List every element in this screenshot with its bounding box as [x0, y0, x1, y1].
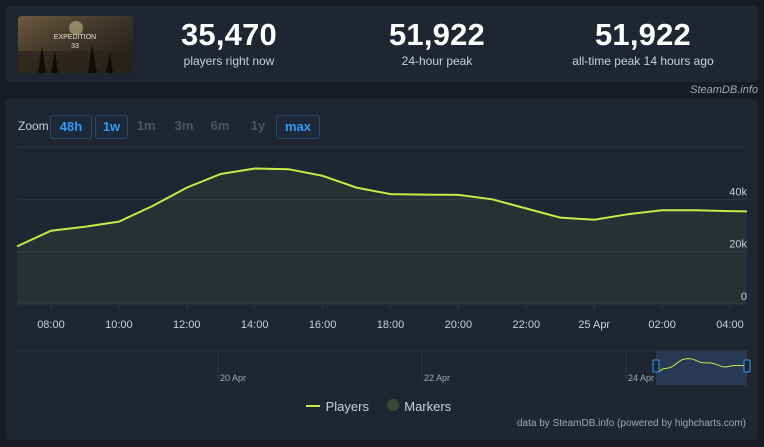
all-time-peak-stat: 51,922 all-time peak 14 hours ago [558, 17, 728, 69]
x-tick-label: 20:00 [445, 319, 473, 331]
players-line-swatch-icon [306, 405, 320, 407]
navigator-right-handle[interactable] [743, 359, 751, 373]
all-time-peak-label: all-time peak 14 hours ago [572, 54, 714, 68]
zoom-1m-button[interactable]: 1m [136, 118, 156, 133]
current-players-label: players right now [183, 54, 275, 68]
legend-item-markers[interactable]: Markers [386, 399, 452, 414]
zoom-max-button[interactable]: max [276, 115, 320, 139]
current-players-stat: 35,470 players right now [164, 17, 294, 69]
zoom-1y-button[interactable]: 1y [250, 118, 266, 133]
navigator-label: 20 Apr [220, 373, 246, 383]
legend-item-players[interactable]: Players [306, 399, 369, 414]
x-tick-label: 22:00 [513, 319, 541, 331]
game-thumbnail[interactable]: EXPEDITION 33 [18, 16, 133, 73]
markers-dot-swatch-icon [386, 399, 399, 411]
zoom-48h-button[interactable]: 48h [50, 115, 92, 139]
x-tick-label: 08:00 [37, 319, 65, 331]
zoom-3m-button[interactable]: 3m [174, 118, 194, 133]
day-peak-label: 24-hour peak [401, 54, 473, 68]
zoom-label: Zoom [18, 119, 49, 133]
x-tick-label: 16:00 [309, 319, 337, 331]
all-time-peak-value: 51,922 [594, 17, 692, 52]
x-tick-label: 04:00 [716, 319, 744, 331]
legend-markers-label: Markers [404, 399, 452, 414]
y-axis-ticks: 0 20k 40k [729, 186, 747, 303]
y-tick-label: 20k [729, 239, 747, 251]
navigator-label: 24 Apr [628, 373, 654, 383]
x-tick-label: 02:00 [648, 319, 676, 331]
current-players-value: 35,470 [180, 17, 278, 52]
day-peak-value: 51,922 [388, 17, 486, 52]
chart-panel: Zoom 48h 1w 1m 3m 6m 1y max 0 20k 40k 08:0… [6, 99, 758, 440]
chart-legend: Players Markers [306, 399, 451, 415]
x-tick-label: 25 Apr [578, 319, 610, 331]
y-tick-label: 0 [741, 291, 747, 303]
navigator-series-line [658, 358, 745, 372]
y-tick-label: 40k [729, 186, 747, 198]
navigator-left-handle[interactable] [652, 359, 660, 373]
zoom-1w-button[interactable]: 1w [95, 115, 128, 139]
players-area [17, 168, 747, 304]
svg-text:33: 33 [71, 43, 79, 50]
navigator[interactable]: 20 Apr 22 Apr 24 Apr [17, 350, 751, 385]
legend-players-label: Players [325, 399, 369, 414]
x-tick-label: 10:00 [105, 319, 133, 331]
x-axis-ticks: 08:00 10:00 12:00 14:00 16:00 18:00 20:00 22:00… [37, 304, 744, 331]
players-line[interactable] [16, 167, 748, 248]
chart-footer-credit[interactable]: data by SteamDB.info (powered by highcha… [517, 418, 746, 429]
x-tick-label: 18:00 [377, 319, 405, 331]
x-tick-label: 12:00 [173, 319, 201, 331]
steamdb-credit[interactable]: SteamDB.info [690, 84, 758, 96]
x-tick-label: 14:00 [241, 319, 269, 331]
svg-text:EXPEDITION: EXPEDITION [54, 34, 96, 41]
player-count-chart[interactable]: 0 20k 40k 08:00 10:00 12:00 14:00 16:00 18:00 20… [6, 99, 758, 440]
day-peak-stat: 51,922 24-hour peak [372, 17, 502, 69]
navigator-selection[interactable] [656, 351, 747, 385]
chart-gridlines [17, 146, 747, 305]
game-art-image: EXPEDITION 33 [18, 16, 133, 73]
navigator-label: 22 Apr [424, 373, 450, 383]
stats-bar: EXPEDITION 33 35,470 players right now 5… [6, 6, 758, 82]
zoom-6m-button[interactable]: 6m [210, 118, 230, 133]
